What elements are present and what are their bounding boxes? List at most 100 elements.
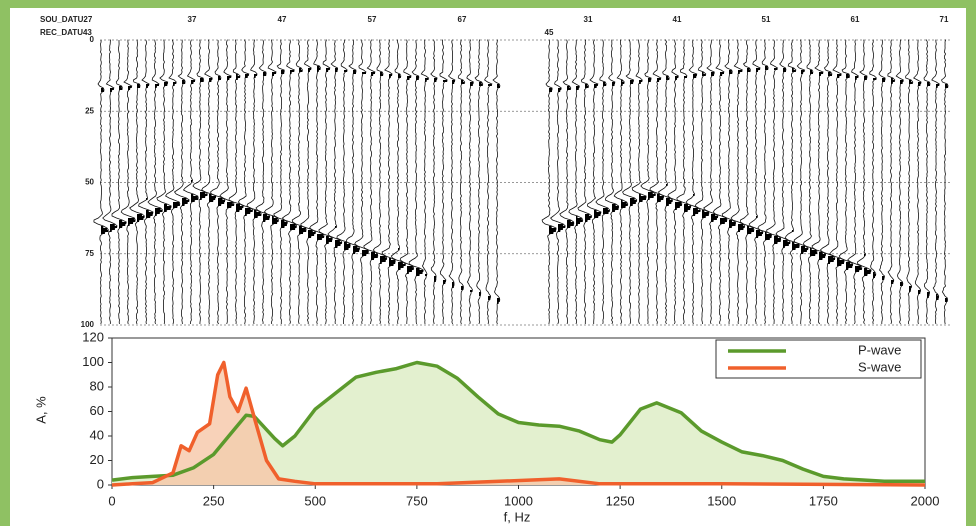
series-line xyxy=(111,360,926,487)
wiggle-trace xyxy=(346,39,361,325)
wiggle-trace xyxy=(93,39,109,325)
wiggle-trace xyxy=(111,40,127,325)
wiggle-trace xyxy=(291,39,307,325)
wiggle-trace xyxy=(577,39,593,324)
wiggle-trace xyxy=(327,39,343,325)
wiggle-trace xyxy=(811,39,827,325)
y-tick-label: 0 xyxy=(97,476,104,491)
source-label: SOU_DATU27 xyxy=(40,15,93,24)
legend-box xyxy=(715,339,922,379)
wiggle-trace xyxy=(492,39,501,325)
y-axis-label: A, % xyxy=(33,396,48,424)
x-axis-label: f, Hz xyxy=(504,509,531,524)
wiggle-trace xyxy=(363,39,379,325)
y-tick-label: 40 xyxy=(90,427,104,442)
wiggle-trace xyxy=(559,39,575,325)
wiggle-trace xyxy=(895,39,904,325)
trace-label: 71 xyxy=(940,15,949,24)
wiggle-trace xyxy=(793,39,809,324)
wiggle-trace xyxy=(640,39,657,325)
wiggle-trace xyxy=(246,39,262,325)
wiggle-trace xyxy=(192,39,208,325)
wiggle-trace xyxy=(847,39,863,325)
wiggle-trace xyxy=(712,39,728,325)
y-tick-label: 80 xyxy=(90,378,104,393)
trace-label: 61 xyxy=(851,15,860,24)
x-tick-label: 500 xyxy=(304,493,326,508)
trace-label: 57 xyxy=(368,15,377,24)
wiggle-trace xyxy=(336,39,351,324)
wiggle-fill xyxy=(792,68,800,250)
x-tick-label: 750 xyxy=(406,493,428,508)
wiggle-trace xyxy=(354,39,369,325)
trace-label: 51 xyxy=(762,15,771,24)
wiggle-trace xyxy=(802,39,818,325)
wiggle-trace xyxy=(102,39,118,325)
wiggle-trace xyxy=(549,39,566,325)
y-tick-label: 120 xyxy=(82,329,104,344)
trace-label: 37 xyxy=(188,15,197,24)
wiggle-trace xyxy=(631,39,647,325)
trace-label: 47 xyxy=(278,15,287,24)
wiggle-trace xyxy=(281,39,298,325)
wiggle-trace xyxy=(757,39,772,325)
wiggle-trace xyxy=(399,39,415,324)
wiggle-trace xyxy=(408,39,424,325)
wiggle-trace xyxy=(685,39,702,325)
y-tick-label: 25 xyxy=(85,106,94,115)
y-tick-label: 100 xyxy=(82,354,104,369)
trace-label: 41 xyxy=(673,15,682,24)
wiggle-trace xyxy=(237,39,254,325)
wiggle-trace xyxy=(309,39,325,325)
wiggle-trace xyxy=(721,39,736,325)
wiggle-trace xyxy=(676,39,692,325)
x-tick-label: 1000 xyxy=(504,493,533,508)
wiggle-trace xyxy=(766,39,782,325)
wiggle-trace xyxy=(703,39,719,325)
series-line xyxy=(111,360,925,484)
wiggle-trace xyxy=(390,39,407,325)
x-tick-label: 1500 xyxy=(707,493,736,508)
wiggle-trace xyxy=(300,39,317,324)
area-fill xyxy=(112,362,925,485)
wiggle-trace xyxy=(219,39,235,325)
wiggle-trace xyxy=(657,39,674,325)
x-tick-label: 1250 xyxy=(606,493,635,508)
wiggle-trace xyxy=(541,39,557,325)
x-tick-label: 2000 xyxy=(911,493,940,508)
legend-label: S-wave xyxy=(858,359,901,374)
wiggle-trace xyxy=(856,39,872,325)
wiggle-trace xyxy=(887,39,896,325)
wiggle-trace xyxy=(209,39,226,325)
x-tick-label: 250 xyxy=(203,493,225,508)
wiggle-trace xyxy=(457,39,466,325)
wiggle-trace xyxy=(838,39,854,325)
wiggle-trace xyxy=(748,39,764,325)
wiggle-trace xyxy=(372,39,388,325)
wiggle-trace xyxy=(173,39,190,325)
receiver-label: REC_DATU43 xyxy=(40,28,92,37)
wiggle-trace xyxy=(228,39,244,325)
y-tick-label: 75 xyxy=(85,249,94,258)
y-tick-label: 0 xyxy=(90,35,95,44)
wiggle-trace xyxy=(730,39,746,325)
wiggle-trace xyxy=(318,39,333,325)
wiggle-trace xyxy=(273,39,288,324)
wiggle-trace xyxy=(120,39,136,325)
wiggle-trace xyxy=(447,39,456,325)
wiggle-trace xyxy=(255,39,271,325)
wiggle-trace xyxy=(568,39,584,325)
wiggle-trace xyxy=(694,39,710,325)
wiggle-trace xyxy=(381,39,396,325)
wiggle-fill xyxy=(864,76,872,276)
y-tick-label: 100 xyxy=(81,320,95,329)
wiggle-trace xyxy=(263,39,280,325)
wiggle-trace xyxy=(941,39,949,325)
wiggle-trace xyxy=(784,39,800,325)
wiggle-trace xyxy=(439,39,448,325)
x-tick-label: 1750 xyxy=(809,493,838,508)
wiggle-trace xyxy=(201,39,217,325)
wiggle-trace xyxy=(819,39,836,325)
